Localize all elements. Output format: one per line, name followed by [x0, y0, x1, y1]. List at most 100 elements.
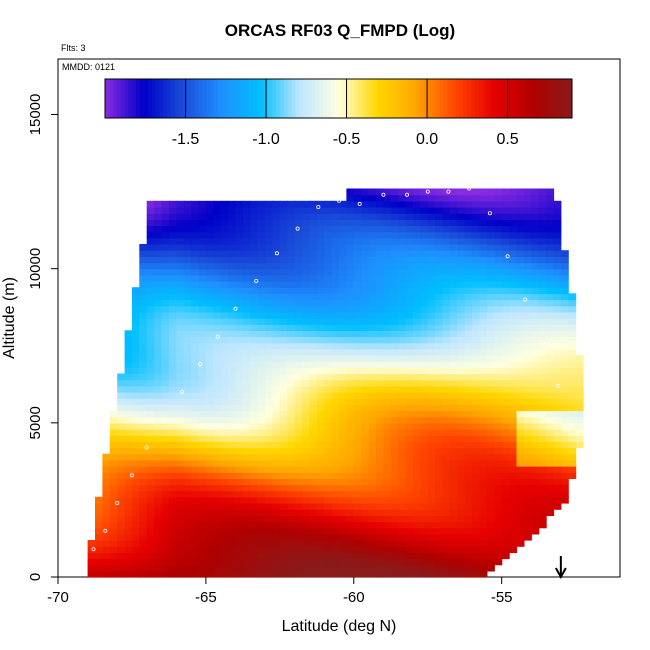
heatmap-cell [287, 213, 296, 220]
heatmap-cell [228, 324, 237, 331]
heatmap-cell [302, 330, 310, 338]
heatmap-cell [449, 546, 458, 553]
heatmap-cell [546, 200, 555, 208]
heatmap-cell [279, 318, 288, 325]
colorbar-segment [498, 79, 503, 118]
heatmap-cell [309, 231, 318, 239]
heatmap-cell [553, 237, 562, 245]
heatmap-cell [279, 213, 288, 220]
heatmap-cell [235, 379, 244, 387]
heatmap-cell [472, 318, 481, 325]
heatmap-cell [346, 274, 355, 282]
heatmap-cell [198, 219, 207, 227]
heatmap-cell [331, 268, 340, 276]
heatmap-cell [176, 385, 185, 393]
heatmap-cell [242, 207, 251, 214]
heatmap-cell [442, 237, 451, 245]
heatmap-cell [457, 330, 466, 338]
heatmap-cell [538, 293, 547, 301]
heatmap-cell [228, 453, 237, 461]
heatmap-cell [479, 231, 488, 239]
heatmap-cell [538, 330, 547, 338]
heatmap-cell [339, 361, 347, 368]
heatmap-cell [553, 367, 562, 375]
heatmap-cell [523, 293, 532, 301]
heatmap-cell [501, 219, 510, 227]
heatmap-cell [494, 398, 503, 405]
heatmap-cell [257, 324, 266, 331]
heatmap-cell [420, 429, 429, 436]
heatmap-cell [316, 484, 325, 492]
heatmap-cell [479, 318, 488, 325]
heatmap-cell [183, 404, 192, 412]
heatmap-cell [538, 194, 547, 202]
heatmap-cell [390, 441, 399, 449]
heatmap-cell [339, 410, 347, 418]
colorbar-segment [334, 79, 339, 118]
heatmap-cell [109, 527, 118, 535]
heatmap-cell [546, 503, 555, 510]
heatmap-cell [117, 558, 126, 566]
heatmap-cell [420, 521, 429, 529]
heatmap-cell [361, 250, 370, 257]
heatmap-cell [405, 305, 414, 313]
heatmap-cell [390, 484, 399, 492]
heatmap-cell [257, 478, 266, 486]
heatmap-cell [486, 250, 495, 257]
heatmap-cell [553, 416, 562, 424]
heatmap-cell [405, 558, 414, 566]
heatmap-cell [198, 274, 207, 282]
heatmap-cell [353, 558, 362, 566]
heatmap-cell [435, 287, 444, 294]
heatmap-cell [353, 262, 362, 270]
heatmap-cell [553, 299, 562, 307]
heatmap-cell [435, 293, 444, 301]
heatmap-cell [287, 207, 296, 214]
heatmap-cell [117, 453, 126, 461]
heatmap-cell [250, 256, 259, 264]
heatmap-cell [501, 274, 510, 282]
heatmap-cell [494, 244, 503, 251]
heatmap-cell [154, 281, 163, 288]
heatmap-cell [531, 262, 540, 270]
heatmap-cell [553, 200, 562, 208]
heatmap-cell [398, 540, 407, 547]
heatmap-cell [509, 274, 518, 282]
heatmap-cell [412, 367, 421, 375]
heatmap-cell [131, 527, 140, 535]
heatmap-cell [457, 188, 466, 196]
heatmap-cell [154, 540, 163, 547]
heatmap-cell [560, 478, 569, 486]
heatmap-cell [302, 558, 310, 566]
heatmap-cell [220, 361, 229, 368]
heatmap-cell [168, 330, 177, 338]
heatmap-cell [368, 533, 377, 541]
heatmap-cell [220, 213, 229, 220]
heatmap-cell [205, 490, 214, 498]
heatmap-cell [191, 429, 200, 436]
heatmap-cell [294, 361, 303, 368]
heatmap-cell [176, 361, 185, 368]
heatmap-cell [176, 404, 185, 412]
heatmap-cell [398, 459, 407, 467]
heatmap-cell [161, 225, 170, 233]
heatmap-cell [220, 552, 229, 560]
heatmap-cell [265, 496, 274, 504]
heatmap-cell [316, 447, 325, 455]
heatmap-cell [279, 250, 288, 257]
heatmap-cell [213, 373, 222, 381]
heatmap-cell [523, 274, 532, 282]
colorbar-segment [412, 79, 417, 118]
heatmap-cell [250, 379, 259, 387]
heatmap-cell [124, 447, 133, 455]
heatmap-cell [168, 472, 177, 479]
heatmap-cell [131, 478, 140, 486]
heatmap-cell [449, 311, 458, 319]
heatmap-cell [265, 318, 274, 325]
heatmap-cell [516, 287, 525, 294]
heatmap-cell [523, 527, 532, 535]
heatmap-cell [398, 490, 407, 498]
heatmap-cell [486, 521, 495, 529]
heatmap-cell [161, 435, 170, 442]
heatmap-cell [213, 367, 222, 375]
